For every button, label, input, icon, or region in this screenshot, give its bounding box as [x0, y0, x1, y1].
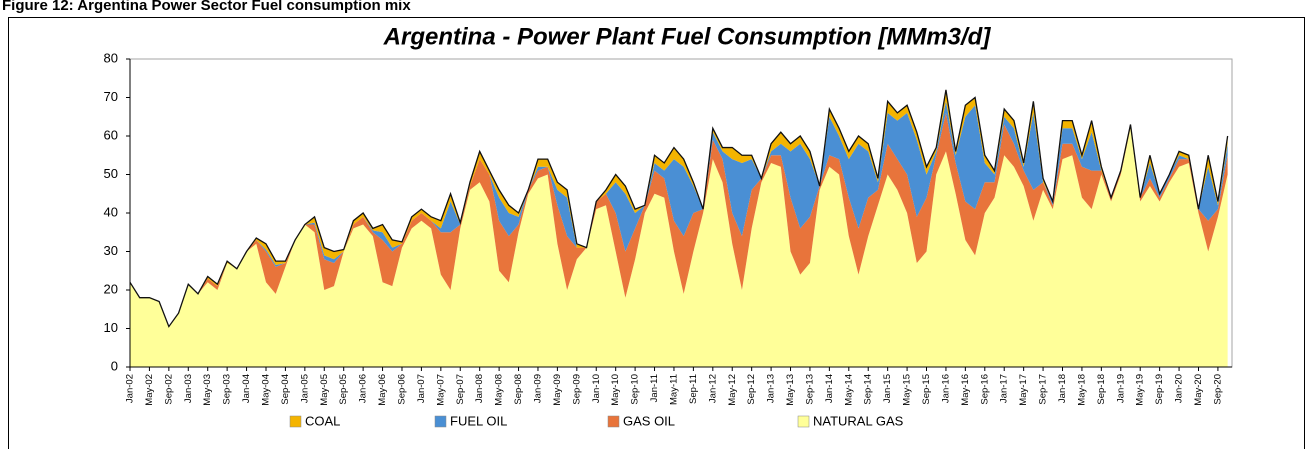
- x-tick-label: Sep-10: [630, 374, 641, 405]
- x-tick-label: Sep-03: [222, 374, 233, 405]
- x-tick-label: May-17: [1018, 374, 1029, 406]
- x-tick-label: May-14: [843, 374, 854, 406]
- legend-swatch: [434, 415, 447, 428]
- x-tick-label: May-15: [902, 374, 913, 406]
- y-tick-label: 40: [104, 204, 118, 219]
- x-tick-label: Sep-05: [338, 374, 349, 405]
- y-tick-label: 70: [104, 89, 118, 104]
- x-tick-label: Sep-09: [571, 374, 582, 405]
- x-tick-label: May-09: [552, 374, 563, 406]
- x-tick-label: May-11: [668, 374, 679, 405]
- legend-swatch: [797, 415, 810, 428]
- x-tick-label: May-20: [1193, 374, 1204, 406]
- x-tick-label: Sep-19: [1154, 374, 1165, 405]
- x-tick-label: Jan-16: [940, 374, 951, 403]
- legend-swatch: [607, 415, 620, 428]
- legend-swatch: [289, 415, 302, 428]
- legend-label: NATURAL GAS: [813, 413, 904, 428]
- x-tick-label: Sep-06: [396, 374, 407, 405]
- x-tick-label: May-16: [960, 374, 971, 406]
- x-tick-label: Jan-06: [358, 374, 369, 403]
- x-tick-label: May-04: [261, 374, 272, 406]
- plot: [129, 89, 1229, 367]
- x-tick-label: Sep-18: [1096, 374, 1107, 405]
- x-tick-label: May-12: [727, 374, 738, 406]
- total-outline: [129, 89, 1229, 328]
- x-tick-label: Sep-07: [455, 374, 466, 405]
- x-tick-label: Jan-20: [1174, 374, 1185, 403]
- x-tick-label: Sep-02: [163, 374, 174, 405]
- x-tick-label: Jan-08: [474, 374, 485, 403]
- x-tick-label: Sep-20: [1212, 374, 1223, 405]
- y-tick-label: 80: [104, 50, 118, 65]
- x-tick-label: May-08: [494, 374, 505, 406]
- x-tick-label: Sep-08: [513, 374, 524, 405]
- caption: Figure 12: Argentina Power Sector Fuel c…: [2, 0, 411, 14]
- x-tick-label: Sep-12: [746, 374, 757, 405]
- x-tick-label: May-06: [377, 374, 388, 406]
- x-tick-label: Jan-03: [183, 374, 194, 403]
- x-tick-label: May-10: [610, 374, 621, 406]
- x-tick-label: Jan-14: [824, 374, 835, 403]
- x-tick-label: Sep-14: [863, 374, 874, 405]
- x-tick-label: Jan-15: [882, 374, 893, 403]
- y-tick-label: 50: [104, 166, 118, 181]
- x-tick-label: Jan-19: [1115, 374, 1126, 403]
- chart-title: Argentina - Power Plant Fuel Consumption…: [383, 23, 992, 50]
- x-tick-label: Jan-09: [532, 374, 543, 403]
- y-tick-label: 60: [104, 127, 118, 142]
- area: [130, 101, 1228, 327]
- x-tick-label: May-18: [1076, 374, 1087, 406]
- x-tick-label: May-03: [202, 374, 213, 406]
- x-tick-label: May-19: [1135, 374, 1146, 406]
- area: [130, 128, 1228, 367]
- x-tick-label: Jan-12: [707, 374, 718, 403]
- y-tick-label: 30: [104, 243, 118, 258]
- x-tick-label: Jan-10: [591, 374, 602, 403]
- y-tick-label: 10: [104, 320, 118, 335]
- x-tick-label: Sep-11: [688, 374, 699, 404]
- x-tick-label: May-07: [435, 374, 446, 406]
- x-tick-label: Jan-02: [125, 374, 136, 403]
- legend-label: GAS OIL: [623, 413, 675, 428]
- x-tick-label: Sep-16: [979, 374, 990, 405]
- area: [130, 112, 1228, 327]
- legend-label: COAL: [305, 413, 340, 428]
- x-tick-label: Jan-04: [241, 374, 252, 403]
- x-tick-label: Jan-05: [299, 374, 310, 403]
- y-tick-label: 20: [104, 281, 118, 296]
- x-tick-label: Jan-13: [766, 374, 777, 403]
- x-tick-label: Sep-13: [804, 374, 815, 405]
- x-tick-label: Jan-07: [416, 374, 427, 403]
- x-tick-label: May-13: [785, 374, 796, 406]
- x-tick-label: Jan-17: [999, 374, 1010, 403]
- x-tick-label: Jan-18: [1057, 374, 1068, 403]
- x-tick-label: Sep-17: [1038, 374, 1049, 405]
- legend-label: FUEL OIL: [450, 413, 507, 428]
- x-tick-label: May-05: [319, 374, 330, 406]
- y-tick-label: 0: [111, 358, 118, 373]
- x-tick-label: Sep-15: [921, 374, 932, 405]
- x-tick-label: Jan-11: [649, 374, 660, 402]
- x-tick-label: May-02: [144, 374, 155, 406]
- x-tick-label: Sep-04: [280, 374, 291, 405]
